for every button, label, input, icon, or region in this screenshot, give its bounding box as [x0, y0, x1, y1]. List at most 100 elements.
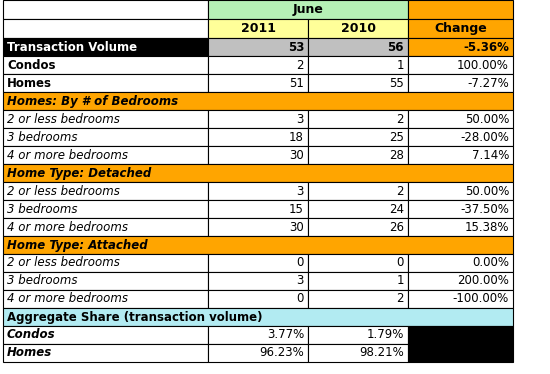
Text: Home Type: Detached: Home Type: Detached [7, 166, 151, 180]
Bar [208, 290, 308, 308]
Text: 2: 2 [296, 58, 304, 71]
Text: Homes: By # of Bedrooms: Homes: By # of Bedrooms [7, 95, 178, 107]
Text: 7.14%: 7.14% [472, 148, 509, 162]
Text: 30: 30 [289, 221, 304, 233]
Text: Home Type: Attached: Home Type: Attached [7, 239, 147, 251]
Text: Condos: Condos [7, 328, 56, 341]
Text: 4 or more bedrooms: 4 or more bedrooms [7, 148, 128, 162]
Bar [3, 146, 208, 164]
Bar [308, 254, 408, 272]
Bar [308, 74, 408, 92]
Bar [208, 56, 308, 74]
Bar [408, 326, 513, 344]
Text: Homes: Homes [7, 346, 52, 359]
Text: 24: 24 [389, 202, 404, 215]
Text: 4 or more bedrooms: 4 or more bedrooms [7, 221, 128, 233]
Bar [208, 19, 308, 38]
Text: 0: 0 [296, 257, 304, 270]
Bar [308, 290, 408, 308]
Text: 25: 25 [389, 131, 404, 144]
Text: 50.00%: 50.00% [465, 113, 509, 126]
Text: -100.00%: -100.00% [453, 292, 509, 306]
Bar [3, 200, 208, 218]
Text: 51: 51 [289, 77, 304, 89]
Text: 28: 28 [389, 148, 404, 162]
Bar [3, 344, 208, 362]
Bar [3, 218, 208, 236]
Bar [408, 146, 513, 164]
Bar [208, 74, 308, 92]
Bar [208, 272, 308, 290]
Bar [408, 128, 513, 146]
Text: 15: 15 [289, 202, 304, 215]
Bar [308, 326, 408, 344]
Bar [408, 74, 513, 92]
Bar [308, 272, 408, 290]
Bar [308, 146, 408, 164]
Text: 1.79%: 1.79% [367, 328, 404, 341]
Text: 3: 3 [296, 113, 304, 126]
Text: 3 bedrooms: 3 bedrooms [7, 275, 78, 288]
Bar [208, 38, 308, 56]
Text: 2: 2 [397, 292, 404, 306]
Bar [208, 110, 308, 128]
Bar [408, 38, 513, 56]
Text: June: June [293, 3, 323, 16]
Bar [208, 146, 308, 164]
Text: 2 or less bedrooms: 2 or less bedrooms [7, 113, 120, 126]
Bar [3, 74, 208, 92]
Bar [408, 19, 513, 38]
Bar [308, 128, 408, 146]
Bar [408, 254, 513, 272]
Bar [3, 308, 513, 326]
Bar [408, 272, 513, 290]
Text: 98.21%: 98.21% [359, 346, 404, 359]
Text: Aggregate Share (transaction volume): Aggregate Share (transaction volume) [7, 310, 262, 324]
Bar [3, 182, 208, 200]
Bar [3, 236, 513, 254]
Bar [3, 164, 513, 182]
Text: 1: 1 [397, 275, 404, 288]
Text: 55: 55 [389, 77, 404, 89]
Text: 56: 56 [388, 40, 404, 53]
Bar [3, 272, 208, 290]
Bar [3, 290, 208, 308]
Text: 3: 3 [296, 184, 304, 197]
Bar [308, 56, 408, 74]
Text: 200.00%: 200.00% [457, 275, 509, 288]
Text: -28.00%: -28.00% [460, 131, 509, 144]
Text: 3 bedrooms: 3 bedrooms [7, 131, 78, 144]
Text: 2: 2 [397, 184, 404, 197]
Text: 0: 0 [296, 292, 304, 306]
Bar [3, 19, 208, 38]
Bar [3, 92, 513, 110]
Text: 1: 1 [397, 58, 404, 71]
Bar [208, 128, 308, 146]
Bar [308, 218, 408, 236]
Text: 53: 53 [288, 40, 304, 53]
Text: Condos: Condos [7, 58, 56, 71]
Bar [3, 110, 208, 128]
Bar [3, 128, 208, 146]
Text: 18: 18 [289, 131, 304, 144]
Bar [408, 218, 513, 236]
Bar [3, 0, 208, 19]
Bar [208, 218, 308, 236]
Text: 2 or less bedrooms: 2 or less bedrooms [7, 184, 120, 197]
Text: 100.00%: 100.00% [457, 58, 509, 71]
Text: 3.77%: 3.77% [267, 328, 304, 341]
Bar [308, 344, 408, 362]
Text: 2010: 2010 [340, 22, 376, 35]
Text: -5.36%: -5.36% [463, 40, 509, 53]
Bar [408, 110, 513, 128]
Text: 0: 0 [397, 257, 404, 270]
Text: 30: 30 [289, 148, 304, 162]
Bar [208, 0, 408, 19]
Bar [208, 326, 308, 344]
Text: -7.27%: -7.27% [468, 77, 509, 89]
Bar [408, 290, 513, 308]
Text: 2: 2 [397, 113, 404, 126]
Bar [408, 0, 513, 19]
Text: Change: Change [434, 22, 487, 35]
Text: 3 bedrooms: 3 bedrooms [7, 202, 78, 215]
